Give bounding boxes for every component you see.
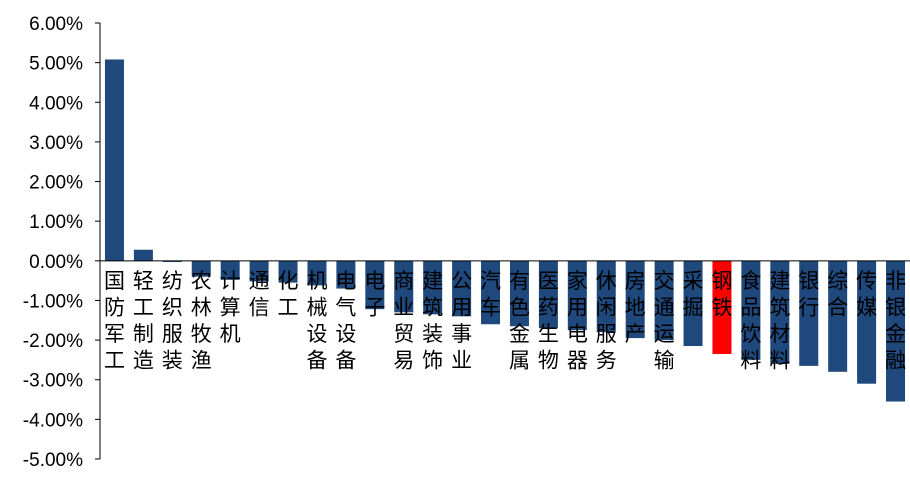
y-tick-labels-group: 6.00% 5.00% 4.00% 3.00% 2.00% 1.00% 0.00% -1.00… bbox=[23, 14, 83, 471]
bar-商业贸易 bbox=[394, 260, 414, 313]
bar-休闲服务 bbox=[596, 260, 616, 333]
bar-家用电器 bbox=[567, 260, 587, 331]
category-label: 房地产 bbox=[625, 269, 646, 346]
category-label: 公用事业 bbox=[451, 269, 472, 373]
y-tick-label: 5.00% bbox=[29, 54, 83, 75]
bar-食品饮料 bbox=[741, 260, 761, 360]
bar-国防军工 bbox=[104, 59, 124, 261]
y-tick-label: -2.00% bbox=[23, 331, 83, 352]
category-label: 食品饮料 bbox=[740, 269, 761, 373]
bars-group bbox=[104, 59, 906, 402]
category-label: 综合 bbox=[827, 269, 848, 320]
bar-交通运输 bbox=[654, 260, 674, 341]
y-tick-label: -1.00% bbox=[23, 291, 83, 312]
bar-计算机 bbox=[220, 260, 240, 280]
bar-银行 bbox=[799, 260, 819, 366]
axes-group bbox=[95, 22, 910, 460]
bar-非银金融 bbox=[886, 260, 906, 402]
bar-轻工制造 bbox=[133, 249, 153, 261]
bar-公用事业 bbox=[452, 260, 472, 317]
category-label: 机械设备 bbox=[306, 269, 327, 373]
y-tick-label: 2.00% bbox=[29, 173, 83, 194]
bar-传媒 bbox=[857, 260, 877, 384]
category-label: 农林牧渔 bbox=[191, 269, 212, 373]
bar-采掘 bbox=[683, 260, 703, 347]
category-labels-group: 国防军工轻工制造纺织服装农林牧渔计算机通信化工机械设备电气设备电子商业贸易建筑装… bbox=[104, 269, 906, 373]
bar-钢铁 bbox=[712, 260, 732, 354]
y-tick-label: 1.00% bbox=[29, 212, 83, 233]
bar-机械设备 bbox=[307, 260, 327, 286]
bar-建筑装饰 bbox=[423, 260, 443, 315]
category-label: 轻工制造 bbox=[133, 269, 154, 373]
category-label: 休闲服务 bbox=[596, 269, 617, 373]
category-label: 医药生物 bbox=[538, 269, 559, 373]
category-label: 计算机 bbox=[220, 269, 241, 346]
y-tick-label: 4.00% bbox=[29, 93, 83, 114]
category-label: 银行 bbox=[798, 269, 819, 320]
category-label: 建筑材料 bbox=[769, 269, 790, 373]
bar-综合 bbox=[828, 260, 848, 372]
category-label: 国防军工 bbox=[104, 269, 125, 373]
category-label: 电子 bbox=[364, 269, 385, 320]
category-label: 非银金融 bbox=[885, 269, 906, 373]
bar-汽车 bbox=[481, 260, 501, 325]
y-tick-label: 3.00% bbox=[29, 133, 83, 154]
category-label: 家用电器 bbox=[567, 269, 588, 373]
category-label: 汽车 bbox=[480, 269, 501, 320]
category-label: 有色金属 bbox=[509, 269, 530, 373]
y-tick-label: -4.00% bbox=[23, 410, 83, 431]
bar-电气设备 bbox=[336, 260, 356, 289]
category-label: 交通运输 bbox=[654, 269, 675, 373]
category-label: 纺织服装 bbox=[162, 269, 183, 373]
bar-建筑材料 bbox=[770, 260, 790, 364]
category-label: 商业贸易 bbox=[393, 269, 414, 373]
category-label: 建筑装饰 bbox=[422, 269, 443, 373]
bar-电子 bbox=[365, 260, 385, 310]
category-label: 化工 bbox=[278, 269, 299, 320]
category-label: 钢铁 bbox=[711, 269, 732, 320]
y-tick-label: -5.00% bbox=[23, 450, 83, 471]
bar-有色金属 bbox=[509, 260, 529, 327]
y-tick-label: 0.00% bbox=[29, 252, 83, 273]
y-tick-label: -3.00% bbox=[23, 371, 83, 392]
bar-通信 bbox=[249, 260, 269, 282]
bar-农林牧渔 bbox=[191, 260, 211, 277]
category-label: 通信 bbox=[249, 269, 270, 320]
bar-纺织服装 bbox=[162, 260, 182, 263]
y-tick-label: 6.00% bbox=[29, 14, 83, 35]
category-label: 采掘 bbox=[683, 269, 704, 320]
bar-化工 bbox=[278, 260, 298, 283]
bar-房地产 bbox=[625, 260, 645, 339]
category-label: 电气设备 bbox=[335, 269, 356, 373]
category-label: 传媒 bbox=[856, 269, 877, 320]
bar-医药生物 bbox=[538, 260, 558, 329]
